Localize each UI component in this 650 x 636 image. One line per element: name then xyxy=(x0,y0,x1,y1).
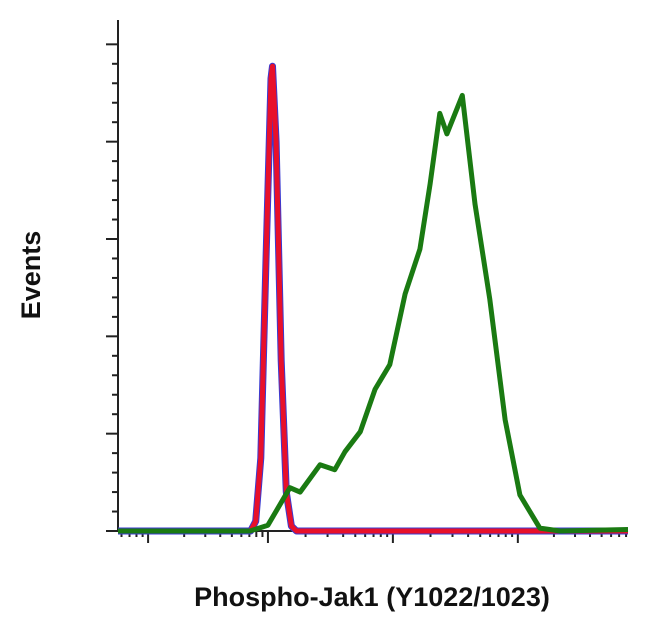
histogram-line xyxy=(118,62,628,535)
y-axis-label: Events xyxy=(16,231,46,320)
x-axis-label: Phospho-Jak1 (Y1022/1023) xyxy=(194,582,550,612)
histogram-line xyxy=(118,63,628,534)
histogram-line xyxy=(118,92,629,534)
